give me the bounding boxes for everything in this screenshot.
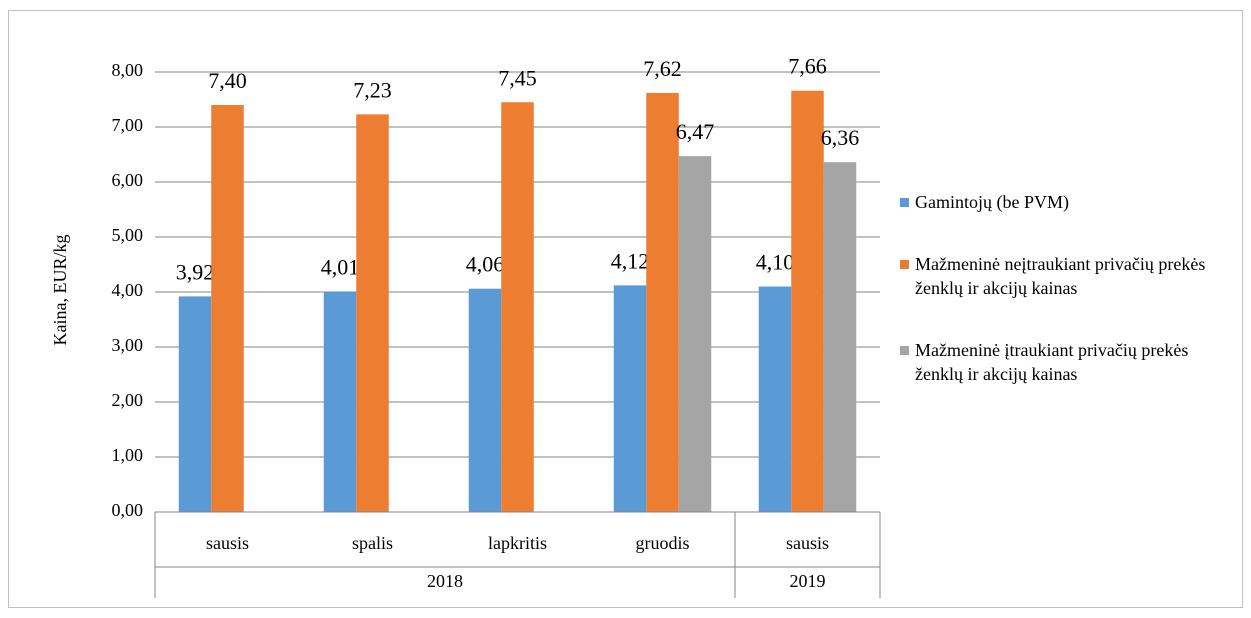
legend-entry: Gamintojų (be PVM) <box>900 190 1230 214</box>
bar <box>678 156 712 512</box>
value-label: 7,45 <box>498 65 537 90</box>
value-label: 6,47 <box>676 119 715 144</box>
legend-entry: Mažmeninė įtraukiant privačių prekės žen… <box>900 338 1230 386</box>
legend-swatch <box>900 260 909 269</box>
y-tick-label: 7,00 <box>112 115 144 135</box>
y-tick-label: 3,00 <box>112 335 144 355</box>
bar <box>646 92 679 513</box>
bar <box>178 296 212 512</box>
bar <box>323 291 357 512</box>
bar <box>823 162 857 512</box>
bar <box>758 286 792 512</box>
value-label: 4,12 <box>611 248 650 273</box>
x-tick-label: sausis <box>786 533 829 553</box>
legend-entry: Mažmeninė neįtraukiant privačių prekės ž… <box>900 252 1230 300</box>
bar <box>613 285 647 512</box>
x-tick-label: spalis <box>352 533 393 553</box>
legend-label: Mažmeninė neįtraukiant privačių prekės ž… <box>915 254 1206 298</box>
y-tick-label: 2,00 <box>112 390 144 410</box>
group-label: 2019 <box>790 571 826 591</box>
value-label: 4,06 <box>466 252 505 277</box>
value-label: 7,66 <box>788 54 827 79</box>
y-tick-label: 0,00 <box>112 500 144 520</box>
bar <box>468 288 502 512</box>
x-tick-label: gruodis <box>636 533 690 553</box>
value-label: 4,01 <box>321 254 360 279</box>
bar <box>501 102 534 512</box>
bar <box>791 90 824 512</box>
group-label: 2018 <box>427 571 463 591</box>
legend-swatch <box>900 198 909 207</box>
bar <box>211 105 244 512</box>
y-axis-label: Kaina, EUR/kg <box>50 235 70 346</box>
legend-swatch <box>900 346 909 355</box>
y-tick-label: 8,00 <box>112 60 144 80</box>
value-label: 6,36 <box>821 125 860 150</box>
y-tick-label: 5,00 <box>112 225 144 245</box>
value-label: 7,62 <box>643 56 682 81</box>
value-label: 4,10 <box>756 250 795 275</box>
bar <box>356 114 389 512</box>
legend-label: Mažmeninė įtraukiant privačių prekės žen… <box>915 340 1189 384</box>
x-tick-label: sausis <box>206 533 249 553</box>
y-tick-label: 4,00 <box>112 280 144 300</box>
legend-label: Gamintojų (be PVM) <box>915 192 1069 212</box>
value-label: 7,40 <box>208 68 247 93</box>
legend: Gamintojų (be PVM) Mažmeninė neįtraukiant… <box>900 190 1230 424</box>
y-tick-label: 6,00 <box>112 170 144 190</box>
value-label: 3,92 <box>176 259 215 284</box>
y-tick-label: 1,00 <box>112 445 144 465</box>
chart-border <box>8 10 1243 608</box>
x-tick-label: lapkritis <box>488 533 547 553</box>
value-label: 7,23 <box>353 77 392 102</box>
